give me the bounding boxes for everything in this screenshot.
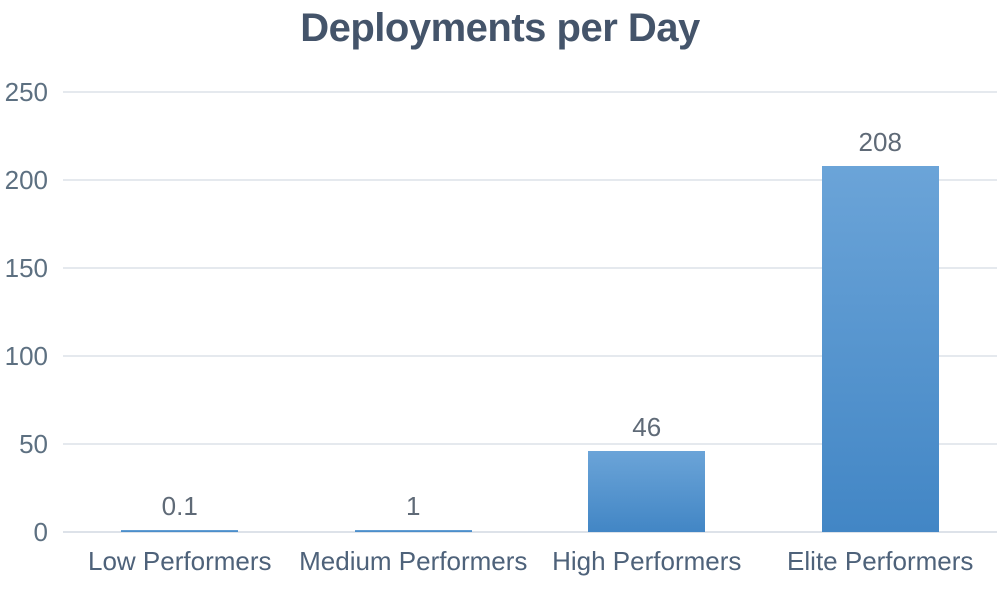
- bar-elite-performers: [821, 165, 939, 532]
- gridline: [63, 267, 997, 269]
- chart-title: Deployments per Day: [300, 6, 700, 50]
- gridline: [63, 443, 997, 445]
- bar-slot: 1: [297, 92, 531, 532]
- bar-medium-performers: [354, 530, 472, 532]
- bar-slot: 46: [530, 92, 764, 532]
- bar-slot: 208: [764, 92, 998, 532]
- y-tick-label: 100: [4, 341, 48, 371]
- y-tick-label: 200: [4, 165, 48, 195]
- gridline: [63, 179, 997, 181]
- bar-high-performers: [588, 451, 706, 532]
- x-axis-line: [63, 531, 997, 533]
- y-tick-label: 150: [4, 253, 48, 283]
- y-tick-label: 250: [4, 77, 48, 107]
- category-label: Low Performers: [88, 546, 272, 576]
- y-tick-label: 50: [19, 429, 48, 459]
- bar-low-performers: [121, 530, 239, 532]
- data-label: 208: [858, 126, 902, 157]
- category-label: Elite Performers: [787, 546, 974, 576]
- category-label: Medium Performers: [299, 546, 528, 576]
- data-label: 1: [406, 491, 421, 521]
- category-label: High Performers: [552, 546, 742, 576]
- gridline: [63, 91, 997, 93]
- data-label: 0.1: [161, 491, 198, 521]
- x-axis: Low Performers Medium Performers High Perf…: [63, 546, 997, 580]
- plot-area: 0.1 1 46 208: [63, 91, 998, 533]
- data-label: 46: [632, 412, 662, 443]
- gridline: [63, 355, 997, 357]
- bar-slot: 0.1: [63, 92, 297, 532]
- y-tick-label: 0: [33, 517, 48, 547]
